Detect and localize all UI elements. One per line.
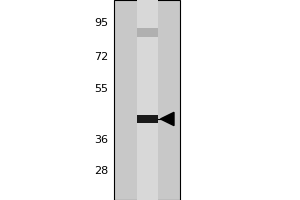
Bar [114,0,180,200]
Polygon shape [160,112,174,126]
Bar [136,28,158,37]
Text: 72: 72 [94,52,108,62]
Text: 95: 95 [94,18,108,28]
Text: 36: 36 [94,135,108,145]
Bar [136,0,158,200]
Text: 28: 28 [94,166,108,176]
Bar [136,115,158,123]
Text: 55: 55 [94,84,108,94]
